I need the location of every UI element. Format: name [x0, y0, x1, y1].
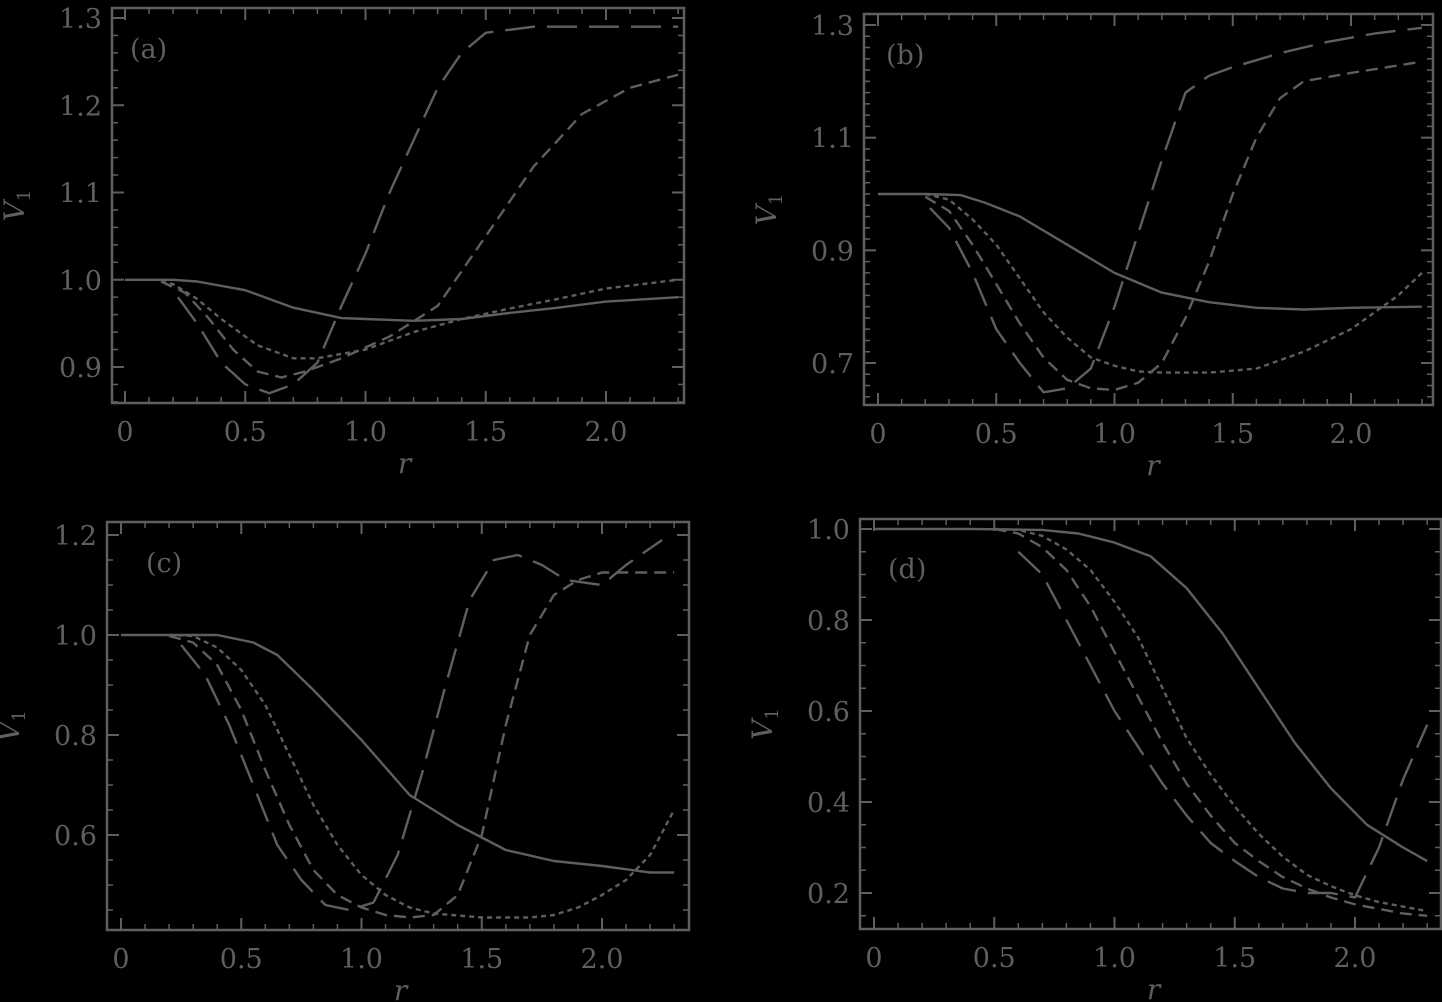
y-tick-label: 0.6	[54, 821, 97, 852]
series-short-dashed	[160, 278, 679, 360]
plot-frame	[110, 6, 686, 405]
x-tick-label: 0	[112, 944, 129, 975]
y-tick-label: 1.0	[54, 621, 97, 652]
x-tick-label: 0.5	[975, 419, 1018, 450]
panel-a: 0 0.5 1.0 1.5 2.0 0.9 1.0 1.1 1.2 1.3 r V1 (a)	[0, 4, 686, 480]
y-tick-label: 1.3	[811, 11, 854, 42]
y-axis-label: V1	[0, 710, 30, 742]
y-tick-label: 1.0	[59, 266, 102, 297]
series-solid	[878, 192, 1422, 311]
y-tick-label: 1.1	[59, 179, 102, 210]
y-tick-label: 0.4	[807, 788, 850, 819]
y-tick-label: 1.0	[807, 515, 850, 546]
x-tick-label: 2.0	[585, 417, 628, 448]
series-long-dashed	[929, 26, 1423, 394]
panel-label: (c)	[146, 548, 182, 579]
x-axis-label: r	[394, 974, 409, 1002]
plot-frame	[858, 517, 1442, 931]
panel-d: 0 0.5 1.0 1.5 2.0 0.2 0.4 0.6 0.8 1.0 r V1 (d)	[746, 515, 1442, 1002]
series-solid	[125, 278, 679, 322]
x-tick-label: 0	[869, 419, 886, 450]
plot-area	[874, 527, 1429, 917]
y-tick-label: 0.8	[807, 606, 850, 637]
x-tick-label: 1.5	[460, 944, 503, 975]
series-medium-dashed	[924, 60, 1423, 392]
x-tick-label: 2.0	[1334, 943, 1377, 974]
x-tick-label: 0.5	[224, 417, 267, 448]
panel-b: 0 0.5 1.0 1.5 2.0 0.7 0.9 1.1 1.3 r V1 (b)	[750, 11, 1435, 482]
x-tick-label: 1.0	[1093, 943, 1136, 974]
x-tick-label: 1.0	[344, 417, 387, 448]
series-short-dashed	[994, 527, 1428, 913]
x-tick-label: 1.5	[1211, 419, 1254, 450]
plot-area	[121, 539, 676, 919]
x-tick-label: 1.0	[1093, 419, 1136, 450]
y-tick-label: 1.2	[59, 91, 102, 122]
x-tick-label: 2.0	[1330, 419, 1373, 450]
panel-label: (a)	[130, 34, 167, 65]
series-medium-dashed	[168, 571, 675, 919]
x-tick-label: 0	[865, 943, 882, 974]
y-tick-label: 0.8	[54, 721, 97, 752]
y-tick-label: 1.2	[54, 521, 97, 552]
x-tick-label: 1.5	[1213, 943, 1256, 974]
plot-frame	[105, 520, 691, 932]
y-tick-label: 0.9	[811, 236, 854, 267]
panel-c: 0 0.5 1.0 1.5 2.0 0.6 0.8 1.0 1.2 r V1 (c)	[0, 520, 691, 1002]
x-tick-label: 0	[116, 417, 133, 448]
x-tick-label: 0.5	[973, 943, 1016, 974]
y-tick-label: 1.1	[811, 124, 854, 155]
x-axis-label: r	[398, 447, 413, 480]
panel-label: (b)	[886, 40, 924, 71]
x-axis-label: r	[1147, 973, 1162, 1002]
series-short-dashed	[169, 633, 676, 919]
y-tick-label: 0.6	[807, 697, 850, 728]
y-axis-label: V1	[750, 194, 787, 226]
x-tick-label: 0.5	[220, 944, 263, 975]
series-solid	[874, 527, 1428, 863]
plot-frame	[862, 12, 1435, 407]
x-axis-label: r	[1146, 449, 1161, 482]
series-long-dashed	[1017, 550, 1429, 899]
series-medium-dashed	[994, 527, 1428, 917]
series-short-dashed	[925, 192, 1423, 374]
x-tick-label: 2.0	[581, 944, 624, 975]
plot-area	[125, 25, 679, 395]
y-axis-label: V1	[746, 708, 783, 740]
series-solid	[121, 633, 675, 874]
x-tick-label: 1.0	[340, 944, 383, 975]
panel-label: (d)	[888, 554, 926, 585]
y-tick-label: 0.2	[807, 879, 850, 910]
series-long-dashed	[180, 539, 663, 912]
y-tick-label: 0.9	[59, 353, 102, 384]
x-tick-label: 1.5	[464, 417, 507, 448]
series-long-dashed	[176, 25, 679, 395]
y-tick-label: 1.3	[59, 4, 102, 35]
plot-area	[878, 26, 1423, 394]
y-tick-label: 0.7	[811, 349, 854, 380]
y-axis-label: V1	[0, 190, 35, 222]
